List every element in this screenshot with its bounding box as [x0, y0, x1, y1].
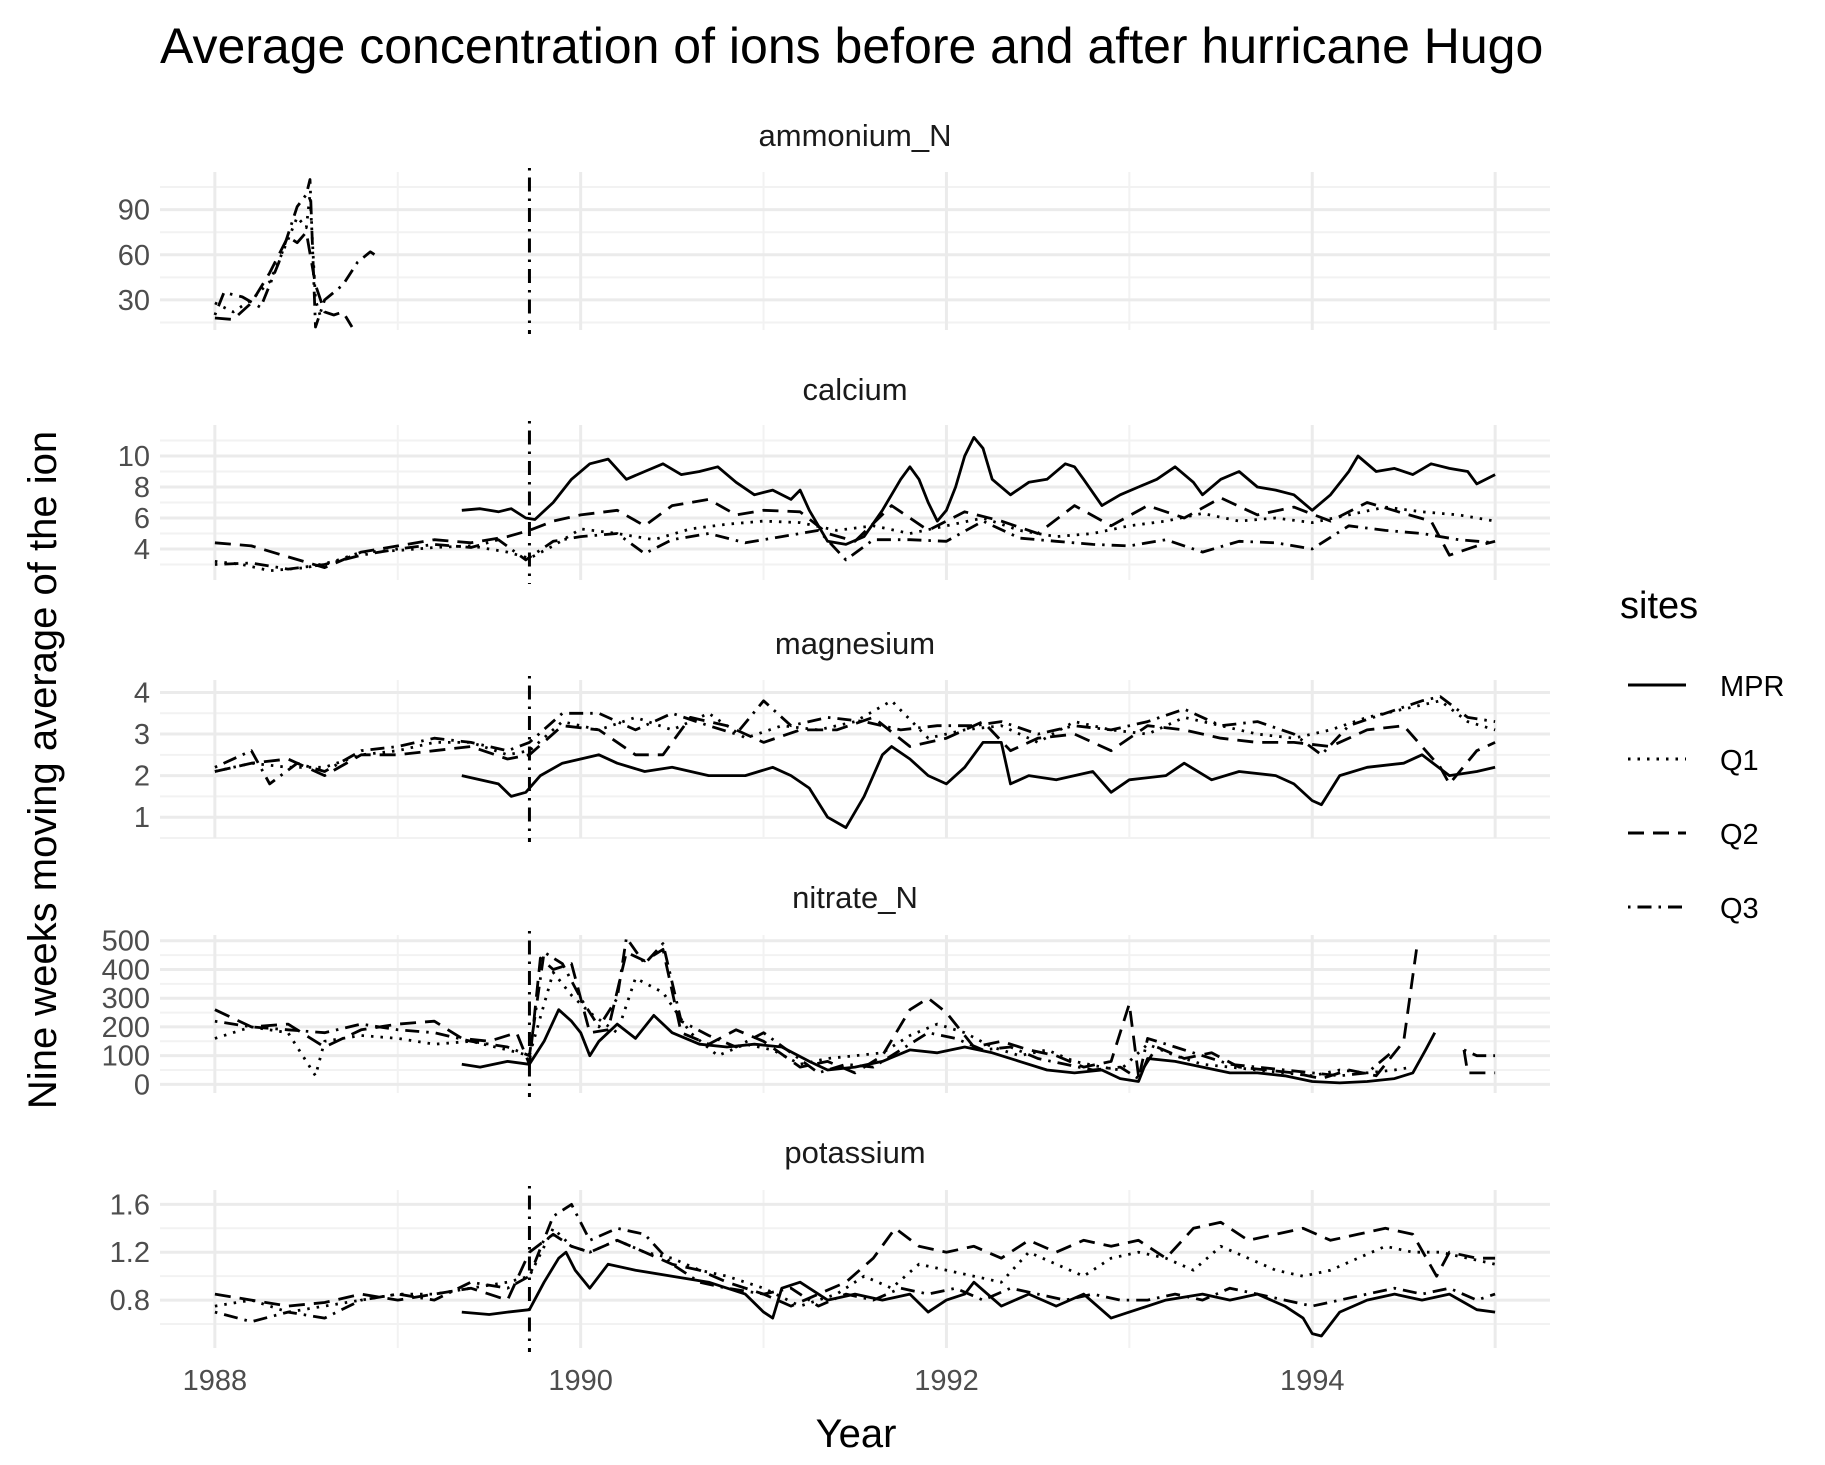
y-axis-title: Nine weeks moving average of the ion: [21, 431, 65, 1109]
x-tick-label: 1990: [548, 1365, 613, 1397]
series-line-q2: [214, 1220, 1496, 1308]
series-line-mpr: [461, 1008, 1437, 1085]
facet-magnesium: magnesium 1 2 3 4: [134, 626, 1550, 842]
series-line-q3: [1463, 1048, 1496, 1058]
facet-ammonium_N: ammonium_N 30 60 90: [118, 118, 1550, 334]
y-tick-label: 3: [134, 719, 150, 751]
series-line-q3: [214, 1203, 1496, 1324]
legend-label: Q3: [1720, 893, 1759, 925]
legend-title: sites: [1620, 585, 1698, 627]
y-tick-label: 300: [102, 983, 150, 1015]
legend: sites MPR Q1 Q2 Q3: [1620, 585, 1784, 925]
x-axis-title: Year: [816, 1412, 897, 1456]
y-tick-label: 1.6: [110, 1189, 150, 1221]
x-axis: 1988 1990 1992 1994: [183, 1365, 1345, 1397]
y-tick-label: 1: [134, 802, 150, 834]
series-line-q3: [213, 178, 381, 329]
facet-title: calcium: [802, 372, 907, 407]
series-line-q2: [214, 948, 1418, 1080]
series-line-q1: [214, 970, 1414, 1078]
legend-label: MPR: [1720, 671, 1784, 703]
y-tick-label: 90: [118, 195, 150, 227]
y-tick-label: 4: [134, 677, 150, 709]
y-tick-label: 8: [134, 472, 150, 504]
y-tick-label: 500: [102, 926, 150, 958]
series-line-q2: [214, 496, 1496, 569]
y-tick-label: 200: [102, 1012, 150, 1044]
facet-title: potassium: [784, 1135, 925, 1170]
facet-title: magnesium: [775, 626, 935, 661]
series-line-q3: [214, 519, 1496, 571]
y-tick-label: 10: [118, 441, 150, 473]
series-line-mpr: [461, 436, 1496, 546]
series-line-q2: [214, 230, 354, 328]
y-tick-label: 60: [118, 240, 150, 272]
legend-label: Q2: [1720, 819, 1759, 851]
series-line-q1: [214, 193, 323, 319]
legend-label: Q1: [1720, 745, 1759, 777]
chart-title: Average concentration of ions before and…: [160, 18, 1543, 74]
series-line-q1: [214, 699, 1496, 773]
y-tick-label: 400: [102, 954, 150, 986]
series-line-mpr: [461, 741, 1496, 829]
facet-title: ammonium_N: [759, 118, 952, 153]
series-line-mpr: [461, 1250, 1496, 1338]
series-line-q3: [214, 936, 1396, 1080]
y-tick-label: 6: [134, 503, 150, 535]
y-tick-label: 0.8: [110, 1285, 150, 1317]
facet-title: nitrate_N: [792, 880, 918, 915]
facet-potassium: potassium 0.8 1.2 1.6: [110, 1135, 1550, 1352]
y-tick-label: 30: [118, 285, 150, 317]
y-tick-label: 1.2: [110, 1237, 150, 1269]
y-tick-label: 4: [134, 534, 150, 566]
series-line-q2: [214, 716, 1496, 786]
series-line-q3: [214, 695, 1496, 786]
y-tick-label: 100: [102, 1041, 150, 1073]
y-tick-label: 0: [134, 1069, 150, 1101]
x-tick-label: 1992: [914, 1365, 979, 1397]
x-tick-label: 1988: [183, 1365, 248, 1397]
series-line-q2: [1462, 1049, 1496, 1075]
facet-panels: ammonium_N306090calcium46810magnesium123…: [102, 118, 1550, 1352]
y-tick-label: 2: [134, 761, 150, 793]
x-tick-label: 1994: [1280, 1365, 1345, 1397]
